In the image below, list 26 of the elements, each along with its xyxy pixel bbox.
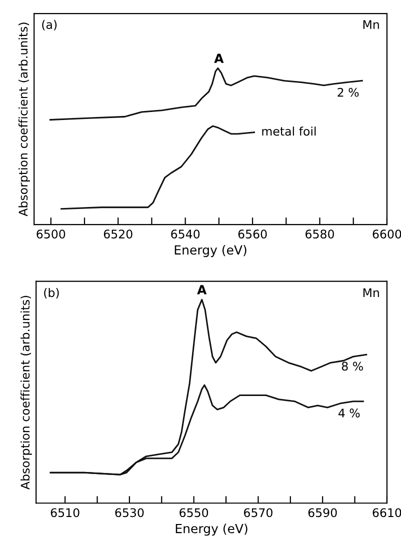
- text: (b): [44, 288, 59, 298]
- series-label: 4 %: [338, 408, 360, 418]
- x-tick-label: 6550: [180, 508, 208, 518]
- series-label: 8 %: [342, 362, 363, 371]
- x-axis-title: Energy (eV): [176, 524, 248, 536]
- text: Mn: [363, 20, 379, 29]
- x-tick-label: 6520: [104, 230, 132, 239]
- series-label: metal foil: [262, 126, 316, 136]
- series-label: 2 %: [338, 88, 359, 97]
- x-tick-label: 6540: [171, 230, 200, 239]
- y-axis-title: Absorption coefficient (arb.units): [20, 296, 32, 490]
- x-tick-label: 6600: [372, 230, 401, 239]
- x-tick-label: 6530: [115, 508, 144, 518]
- x-tick-label: 6560: [238, 230, 267, 239]
- text: (a): [42, 20, 57, 30]
- annotation: A: [197, 285, 207, 294]
- x-tick-label: 6570: [244, 508, 272, 518]
- x-tick-label: 6590: [308, 508, 337, 518]
- y-axis-title: Absorption coefficient (arb.units): [18, 22, 30, 216]
- text: Mn: [363, 288, 379, 297]
- x-tick-label: 6610: [372, 508, 401, 518]
- x-tick-label: 6580: [306, 230, 334, 239]
- x-axis-title: Energy (eV): [174, 244, 246, 258]
- annotation: A: [214, 54, 224, 63]
- x-tick-label: 6500: [36, 230, 66, 239]
- x-tick-label: 6510: [50, 508, 80, 518]
